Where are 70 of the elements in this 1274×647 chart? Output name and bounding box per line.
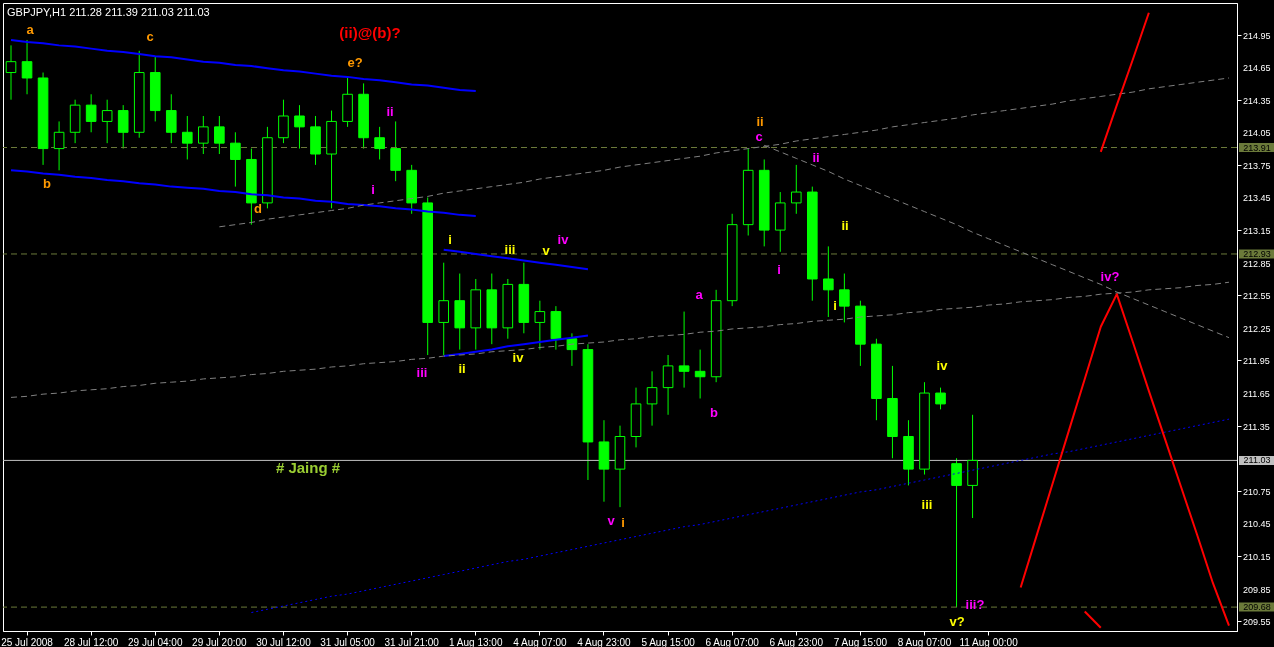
x-tick-label: 29 Jul 20:00 [192,636,248,647]
y-tick-label: 214.05 [1243,128,1271,139]
x-tick-label: 29 Jul 04:00 [128,636,183,647]
annotation: d [254,201,263,216]
x-tick-label: 4 Aug 07:00 [513,636,567,647]
annotation: v? [949,614,965,629]
annotation: iii? [965,597,985,612]
annotation: iv? [1100,269,1120,284]
annotation: iii [504,242,516,257]
annotation: iii [416,365,428,380]
ref-line-label: 209.68 [1243,602,1271,613]
x-tick-label: 11 Aug 00:00 [959,636,1019,647]
y-tick-label: 213.45 [1243,193,1271,204]
y-tick-label: 210.45 [1243,519,1271,530]
y-tick-label: 209.55 [1243,617,1271,628]
y-tick-label: 210.75 [1243,486,1271,497]
x-tick-label: 5 Aug 15:00 [641,636,696,647]
y-tick-label: 214.35 [1243,95,1271,106]
annotation: # Jaing # [275,459,341,476]
annotation: e? [347,55,363,70]
annotation: iv [557,232,570,247]
annotation: ii [756,114,764,129]
annotation: a [26,22,35,37]
annotation: i [448,232,452,247]
x-tick-label: 8 Aug 07:00 [897,636,952,647]
annotation: c [755,129,763,144]
annotation: iii [921,497,933,512]
x-tick-label: 4 Aug 23:00 [577,636,632,647]
annotation: ii [812,150,820,165]
x-tick-label: 25 Jul 2008 [1,636,54,647]
y-tick-label: 213.15 [1243,226,1271,237]
y-tick-label: 213.75 [1243,160,1271,171]
y-tick-label: 214.95 [1243,30,1271,41]
x-tick-label: 6 Aug 07:00 [705,636,760,647]
annotation: ii [841,218,849,233]
y-tick-label: 212.85 [1243,258,1271,269]
ref-line-label: 212.93 [1243,248,1271,259]
x-tick-label: 6 Aug 23:00 [769,636,824,647]
y-tick-label: 214.65 [1243,63,1271,74]
annotation: b [710,405,719,420]
ref-line-label: 211.03 [1243,455,1271,466]
annotation: v [607,513,616,528]
y-tick-label: 209.85 [1243,584,1271,595]
y-tick-label: 212.25 [1243,323,1271,334]
x-tick-label: 31 Jul 21:00 [384,636,440,647]
annotation: ii [458,361,466,376]
annotation: c [146,29,154,44]
annotation: iv [512,350,525,365]
annotation: v [542,243,551,258]
annotation: (ii)@(b)? [339,24,401,41]
annotation: i [621,515,625,530]
annotation: ii [386,104,394,119]
ref-line-label: 213.91 [1243,142,1271,153]
x-tick-label: 7 Aug 15:00 [833,636,888,647]
y-tick-label: 211.35 [1243,421,1270,432]
y-tick-label: 210.15 [1243,552,1271,563]
annotation: b [43,176,52,191]
x-tick-label: 28 Jul 12:00 [63,636,119,647]
annotation: i [371,182,375,197]
chart-title: GBPJPY,H1 211.28 211.39 211.03 211.03 [7,6,210,18]
x-tick-label: 31 Jul 05:00 [320,636,376,647]
annotation: iv [936,358,949,373]
y-tick-label: 211.95 [1243,356,1270,367]
annotation: i [777,262,781,277]
annotation: a [695,287,704,302]
annotation: i [833,298,837,313]
y-tick-label: 211.65 [1243,389,1270,400]
y-tick-label: 212.55 [1243,291,1271,302]
x-tick-label: 1 Aug 13:00 [449,636,503,647]
x-tick-label: 30 Jul 12:00 [256,636,312,647]
